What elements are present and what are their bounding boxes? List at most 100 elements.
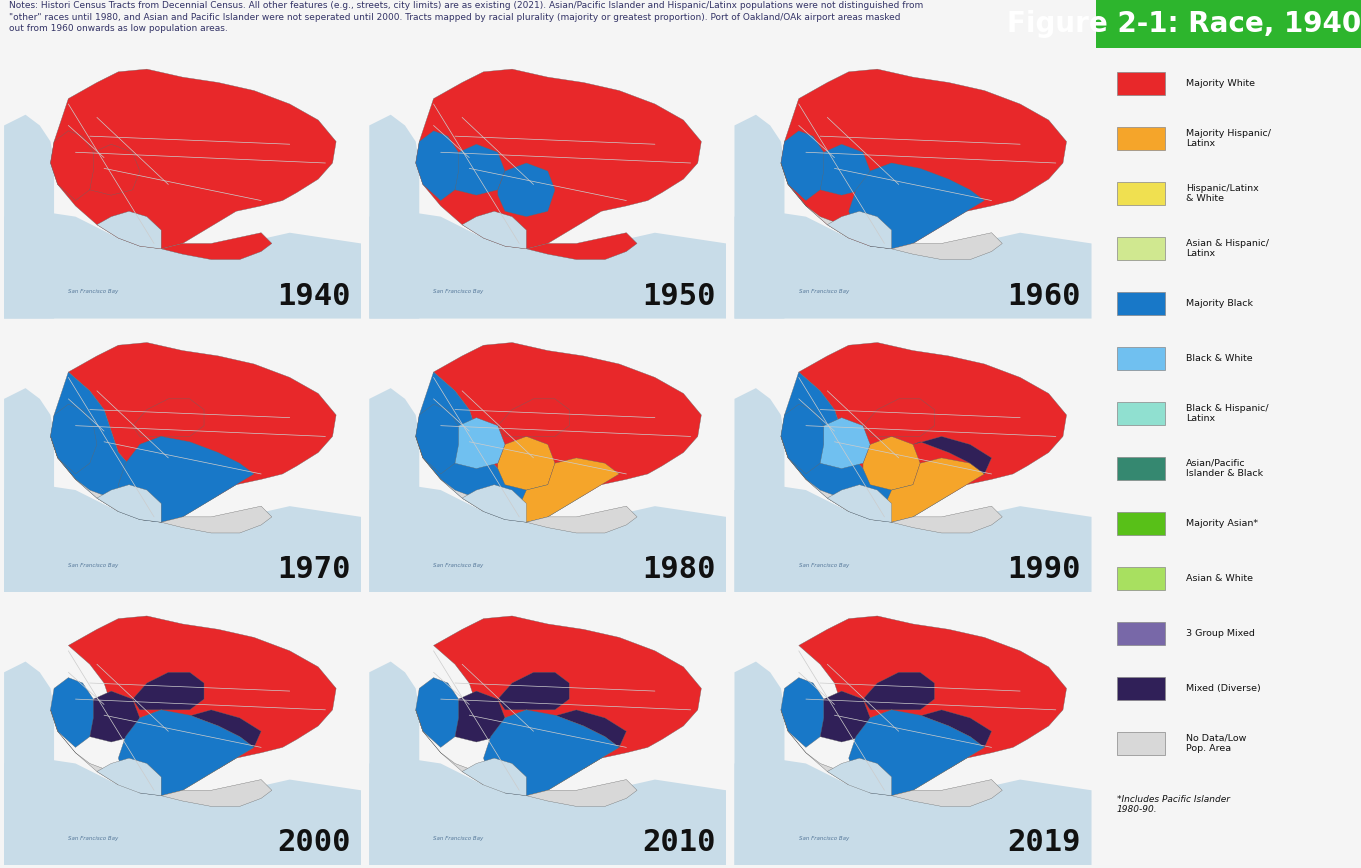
Polygon shape bbox=[132, 710, 189, 764]
Text: Figure 2-1: Race, 1940-2019: Figure 2-1: Race, 1940-2019 bbox=[1007, 10, 1361, 38]
Polygon shape bbox=[821, 144, 870, 195]
Text: 1970: 1970 bbox=[276, 555, 350, 584]
Polygon shape bbox=[863, 710, 920, 764]
Polygon shape bbox=[498, 163, 555, 217]
FancyBboxPatch shape bbox=[1117, 347, 1165, 370]
FancyBboxPatch shape bbox=[1117, 457, 1165, 480]
Text: Notes: Histori Census Tracts from Decennial Census. All other features (e.g., st: Notes: Histori Census Tracts from Decenn… bbox=[8, 2, 923, 33]
Polygon shape bbox=[97, 484, 161, 523]
Polygon shape bbox=[547, 710, 626, 747]
Polygon shape bbox=[369, 115, 419, 319]
Polygon shape bbox=[4, 115, 54, 319]
FancyBboxPatch shape bbox=[1117, 182, 1165, 205]
Polygon shape bbox=[863, 399, 935, 437]
Polygon shape bbox=[434, 616, 701, 769]
Polygon shape bbox=[455, 144, 505, 195]
Polygon shape bbox=[50, 710, 118, 785]
Polygon shape bbox=[415, 131, 463, 201]
Polygon shape bbox=[415, 710, 483, 785]
Text: San Francisco Bay: San Francisco Bay bbox=[68, 562, 118, 568]
Polygon shape bbox=[50, 372, 218, 523]
Text: Asian & Hispanic/
Latinx: Asian & Hispanic/ Latinx bbox=[1185, 239, 1268, 259]
Polygon shape bbox=[781, 437, 849, 511]
Polygon shape bbox=[415, 404, 463, 474]
Polygon shape bbox=[415, 437, 483, 511]
Polygon shape bbox=[913, 437, 992, 474]
Polygon shape bbox=[369, 484, 727, 592]
Polygon shape bbox=[463, 758, 527, 796]
Polygon shape bbox=[735, 211, 1092, 319]
Polygon shape bbox=[827, 758, 891, 796]
Polygon shape bbox=[4, 211, 361, 319]
Polygon shape bbox=[463, 211, 527, 249]
FancyBboxPatch shape bbox=[1117, 677, 1165, 700]
Text: Mixed (Diverse): Mixed (Diverse) bbox=[1185, 684, 1260, 693]
FancyBboxPatch shape bbox=[1117, 732, 1165, 755]
Text: 1940: 1940 bbox=[276, 281, 350, 311]
Polygon shape bbox=[369, 211, 727, 319]
Polygon shape bbox=[781, 131, 827, 201]
FancyBboxPatch shape bbox=[1117, 293, 1165, 315]
Polygon shape bbox=[369, 661, 419, 865]
Text: *Includes Pacific Islander
1980-90.: *Includes Pacific Islander 1980-90. bbox=[1117, 795, 1230, 814]
Polygon shape bbox=[118, 437, 255, 523]
Polygon shape bbox=[527, 506, 637, 533]
Polygon shape bbox=[4, 388, 54, 592]
FancyBboxPatch shape bbox=[1117, 237, 1165, 260]
Text: San Francisco Bay: San Francisco Bay bbox=[68, 836, 118, 841]
Polygon shape bbox=[781, 404, 827, 474]
Polygon shape bbox=[498, 437, 555, 490]
Polygon shape bbox=[849, 163, 984, 249]
Polygon shape bbox=[821, 418, 870, 469]
FancyBboxPatch shape bbox=[1117, 72, 1165, 95]
Polygon shape bbox=[68, 616, 336, 769]
Polygon shape bbox=[520, 731, 619, 796]
Polygon shape bbox=[483, 710, 619, 796]
Polygon shape bbox=[885, 458, 984, 523]
Text: Asian/Pacific
Islander & Black: Asian/Pacific Islander & Black bbox=[1185, 459, 1263, 478]
Polygon shape bbox=[891, 233, 1002, 260]
Text: Majority Black: Majority Black bbox=[1185, 299, 1253, 308]
Polygon shape bbox=[863, 163, 920, 217]
Polygon shape bbox=[455, 691, 505, 742]
Text: Black & White: Black & White bbox=[1185, 354, 1252, 363]
Polygon shape bbox=[161, 506, 272, 533]
Polygon shape bbox=[132, 673, 204, 710]
Polygon shape bbox=[498, 710, 555, 764]
Polygon shape bbox=[821, 691, 870, 742]
Polygon shape bbox=[863, 437, 920, 490]
Text: Hispanic/Latinx
& White: Hispanic/Latinx & White bbox=[1185, 184, 1259, 203]
Polygon shape bbox=[90, 144, 140, 195]
Text: San Francisco Bay: San Francisco Bay bbox=[433, 836, 483, 841]
Text: No Data/Low
Pop. Area: No Data/Low Pop. Area bbox=[1185, 733, 1247, 753]
Polygon shape bbox=[520, 458, 619, 523]
Text: San Francisco Bay: San Francisco Bay bbox=[68, 289, 118, 294]
Polygon shape bbox=[863, 673, 935, 710]
Polygon shape bbox=[781, 163, 849, 238]
Polygon shape bbox=[415, 69, 701, 249]
Polygon shape bbox=[161, 233, 272, 260]
Polygon shape bbox=[799, 616, 1067, 769]
Polygon shape bbox=[781, 710, 849, 785]
FancyBboxPatch shape bbox=[1117, 567, 1165, 590]
Polygon shape bbox=[50, 131, 97, 201]
Polygon shape bbox=[891, 779, 1002, 806]
Text: San Francisco Bay: San Francisco Bay bbox=[799, 562, 849, 568]
Polygon shape bbox=[68, 343, 336, 496]
Polygon shape bbox=[891, 506, 1002, 533]
Polygon shape bbox=[369, 388, 419, 592]
Polygon shape bbox=[434, 343, 701, 496]
Polygon shape bbox=[735, 661, 784, 865]
Polygon shape bbox=[118, 710, 255, 796]
Polygon shape bbox=[735, 758, 1092, 865]
Text: Majority White: Majority White bbox=[1185, 79, 1255, 89]
Polygon shape bbox=[50, 404, 97, 474]
Polygon shape bbox=[885, 731, 984, 796]
Text: 1950: 1950 bbox=[642, 281, 716, 311]
Polygon shape bbox=[527, 779, 637, 806]
Polygon shape bbox=[415, 678, 463, 747]
Polygon shape bbox=[799, 343, 1067, 496]
Polygon shape bbox=[913, 710, 992, 747]
Text: Majority Hispanic/
Latinx: Majority Hispanic/ Latinx bbox=[1185, 129, 1271, 148]
Polygon shape bbox=[154, 731, 255, 796]
